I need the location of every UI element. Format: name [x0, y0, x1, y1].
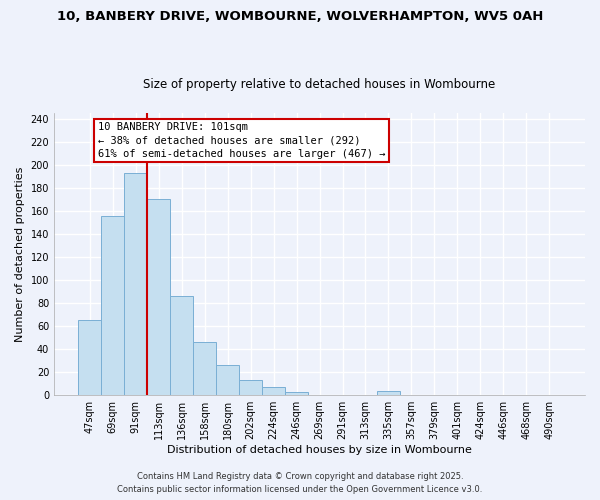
Bar — [193, 342, 216, 395]
X-axis label: Distribution of detached houses by size in Wombourne: Distribution of detached houses by size … — [167, 445, 472, 455]
Bar — [170, 296, 193, 395]
Y-axis label: Number of detached properties: Number of detached properties — [15, 166, 25, 342]
Bar — [285, 392, 308, 395]
Bar — [101, 216, 124, 395]
Bar — [147, 200, 170, 395]
Bar — [124, 173, 147, 395]
Bar — [78, 320, 101, 395]
Text: 10, BANBERY DRIVE, WOMBOURNE, WOLVERHAMPTON, WV5 0AH: 10, BANBERY DRIVE, WOMBOURNE, WOLVERHAMP… — [57, 10, 543, 23]
Title: Size of property relative to detached houses in Wombourne: Size of property relative to detached ho… — [143, 78, 496, 91]
Text: 10 BANBERY DRIVE: 101sqm
← 38% of detached houses are smaller (292)
61% of semi-: 10 BANBERY DRIVE: 101sqm ← 38% of detach… — [98, 122, 385, 158]
Bar — [239, 380, 262, 395]
Bar — [216, 366, 239, 395]
Bar — [262, 387, 285, 395]
Text: Contains HM Land Registry data © Crown copyright and database right 2025.
Contai: Contains HM Land Registry data © Crown c… — [118, 472, 482, 494]
Bar — [377, 390, 400, 395]
